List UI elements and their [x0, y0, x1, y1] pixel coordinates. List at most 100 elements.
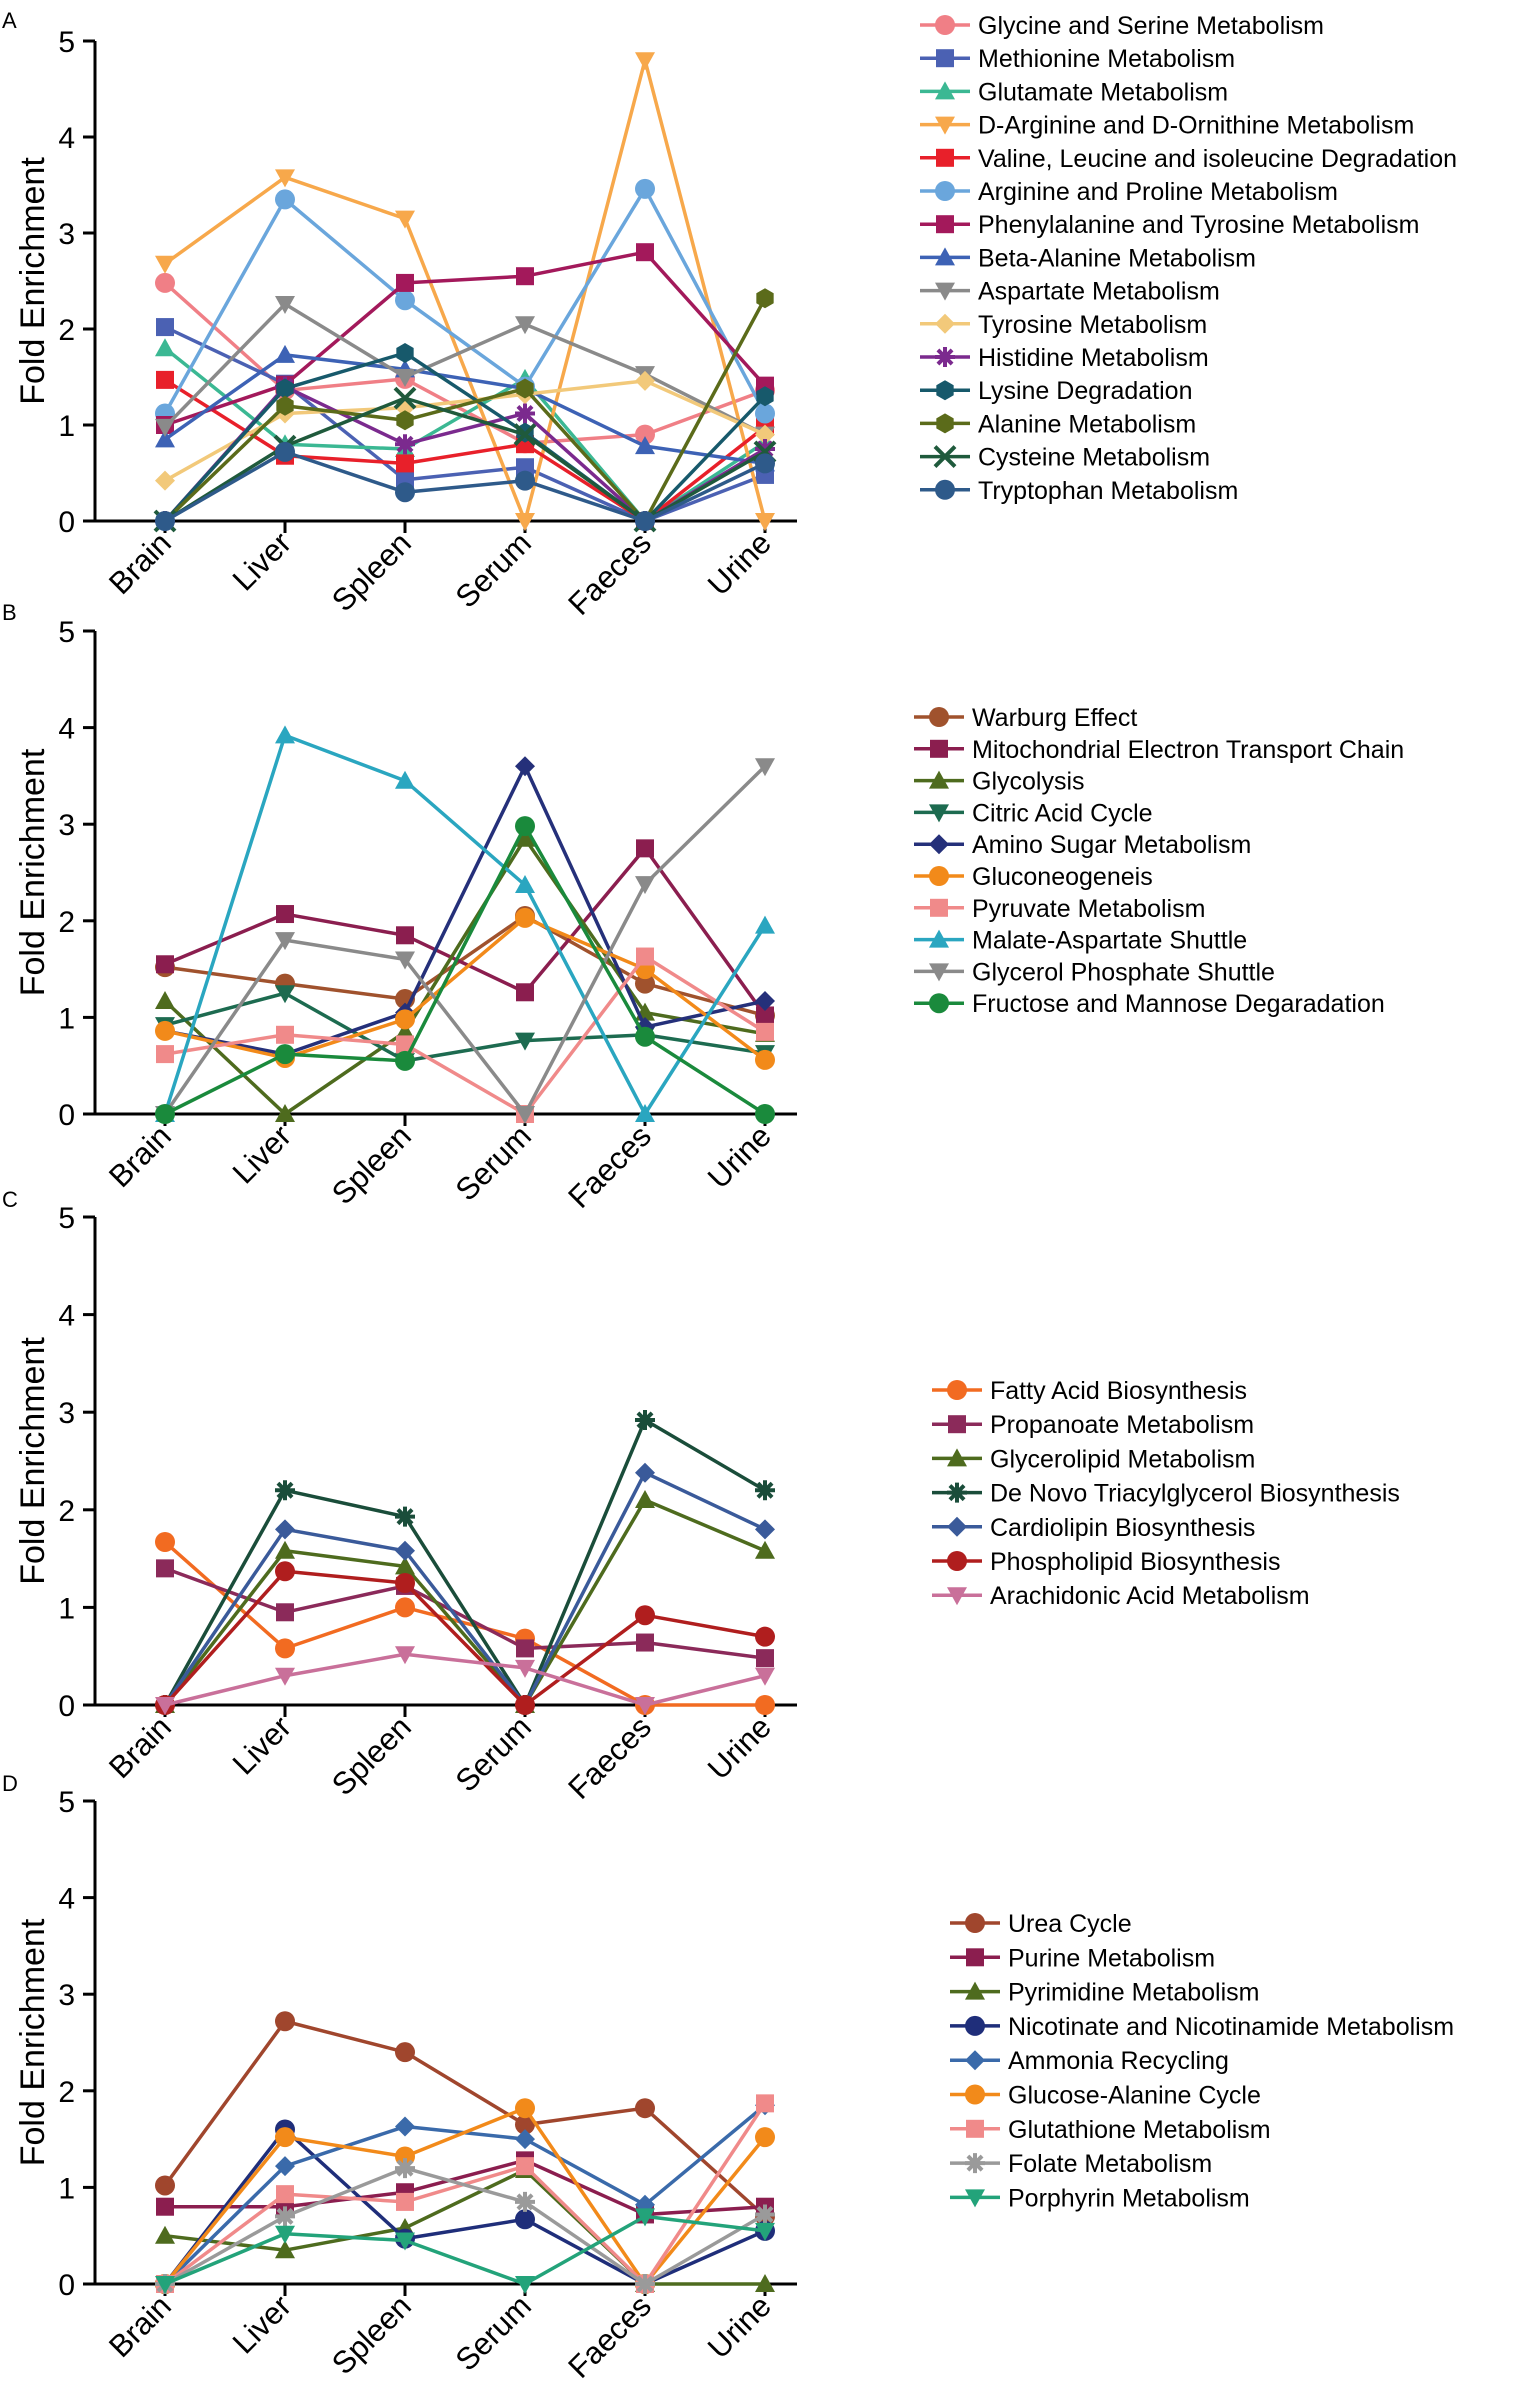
legend-marker: [929, 993, 949, 1014]
legend-item: Lysine Degradation: [920, 377, 1193, 405]
legend-label: Arachidonic Acid Metabolism: [990, 1582, 1310, 1610]
data-point: [755, 2204, 775, 2225]
data-point: [395, 482, 415, 503]
series-line: [163, 1418, 766, 1707]
data-point: [755, 1626, 775, 1647]
data-point: [275, 985, 295, 1004]
series-line: [164, 824, 766, 1116]
data-point: [155, 2276, 175, 2294]
series-line: [164, 378, 767, 523]
data-point: [275, 169, 295, 188]
data-point: [275, 2206, 295, 2227]
data-point: [515, 1659, 535, 1678]
data-point: [276, 2185, 294, 2204]
y-tick-label: 1: [58, 1592, 75, 1625]
data-point: [755, 758, 775, 777]
legend-label: Arginine and Proline Metabolism: [978, 178, 1338, 206]
legend-marker: [929, 707, 949, 727]
legend-marker: [965, 1913, 985, 1933]
x-tick-label: Liver: [226, 1118, 298, 1190]
data-point: [635, 2208, 655, 2227]
legend-label: Glycerol Phosphate Shuttle: [972, 958, 1275, 986]
data-point: [515, 907, 535, 928]
series-amino-sugar-metabolism: [155, 756, 775, 1065]
series-line: [163, 764, 767, 1116]
data-point: [515, 513, 535, 531]
data-point: [155, 990, 175, 1009]
panel-label: C: [2, 1187, 18, 1212]
data-point: [756, 2094, 774, 2113]
x-tick-label: Brain: [102, 525, 178, 601]
legend: Urea Cycle Purine Metabolism Pyrimidine Me…: [950, 1910, 1454, 2212]
x-tick-label: Serum: [449, 1118, 538, 1207]
legend-marker: [930, 739, 948, 758]
data-point: [395, 951, 415, 970]
data-point: [636, 947, 654, 966]
legend-label: Porphyrin Metabolism: [1008, 2184, 1250, 2212]
y-tick-label: 0: [58, 2269, 75, 2302]
legend-item: Pyrimidine Metabolism: [950, 1979, 1259, 2007]
data-point: [395, 434, 415, 455]
legend-marker: [936, 380, 954, 401]
legend-marker: [929, 929, 949, 948]
data-point: [396, 2192, 414, 2211]
data-point: [395, 2232, 415, 2251]
series-d-arginine-and-d-ornithine-metabolism: [155, 52, 775, 531]
data-point: [155, 418, 175, 437]
legend-label: Histidine Metabolism: [978, 344, 1209, 372]
data-point: [155, 338, 175, 357]
data-point: [635, 436, 655, 455]
legend-marker: [935, 181, 955, 201]
y-tick-label: 0: [58, 506, 75, 539]
series-line: [163, 836, 766, 1116]
legend-item: Porphyrin Metabolism: [950, 2184, 1250, 2212]
data-point: [396, 273, 414, 292]
legend-label: Fructose and Mannose Degaradation: [972, 990, 1385, 1018]
series-line: [163, 351, 767, 523]
legend-item: Citric Acid Cycle: [914, 799, 1153, 827]
series-line: [164, 764, 766, 1056]
x-tick-label: Urine: [701, 525, 778, 602]
data-point: [155, 470, 175, 491]
legend-marker: [965, 2084, 985, 2105]
data-point: [275, 296, 295, 315]
data-point: [755, 453, 775, 474]
legend-label: Malate-Aspartate Shuttle: [972, 927, 1247, 955]
y-axis-label: Fold Enrichment: [14, 157, 52, 405]
data-point: [636, 243, 654, 262]
data-point: [635, 2098, 655, 2119]
legend-label: De Novo Triacylglycerol Biosynthesis: [990, 1480, 1400, 1508]
legend-item: Arachidonic Acid Metabolism: [932, 1582, 1310, 1610]
x-tick-label: Spleen: [325, 1118, 418, 1211]
legend-marker: [936, 148, 954, 167]
data-point: [275, 2011, 295, 2032]
y-axis-label: Fold Enrichment: [14, 748, 52, 996]
legend-label: Cysteine Metabolism: [978, 444, 1210, 472]
legend-item: Fatty Acid Biosynthesis: [932, 1377, 1247, 1405]
legend-label: D-Arginine and D-Ornithine Metabolism: [978, 112, 1414, 140]
data-point: [515, 2129, 535, 2150]
series-line: [164, 450, 766, 523]
legend: Glycine and Serine Metabolism Methionine …: [920, 12, 1457, 505]
series-de-novo-triacylglycerol-biosynthesis: [155, 1410, 775, 1715]
series-line: [163, 733, 767, 1116]
legend-item: Glycerolipid Metabolism: [932, 1445, 1255, 1473]
legend-marker: [936, 49, 954, 68]
data-point: [275, 2156, 295, 2177]
data-point: [515, 816, 535, 837]
y-tick-label: 2: [58, 906, 75, 939]
panel-label: A: [2, 8, 17, 33]
legend-marker: [936, 413, 954, 434]
legend-marker: [935, 313, 955, 334]
data-point: [275, 725, 295, 744]
data-point: [395, 1009, 415, 1030]
data-point: [635, 511, 655, 531]
legend-item: Tryptophan Metabolism: [920, 477, 1238, 505]
data-point: [395, 1506, 415, 1527]
data-point: [755, 1480, 775, 1501]
data-point: [155, 2225, 175, 2244]
legend-marker: [947, 1448, 967, 1467]
series-urea-cycle: [155, 2011, 775, 2227]
data-point: [513, 423, 537, 447]
legend-label: Tryptophan Metabolism: [978, 477, 1238, 505]
